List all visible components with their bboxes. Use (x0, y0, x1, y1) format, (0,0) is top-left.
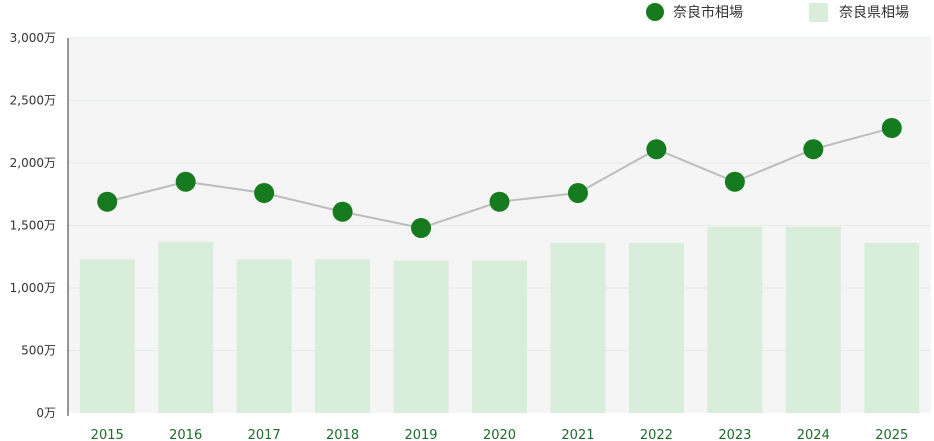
y-tick-label: 3,000万 (10, 31, 56, 45)
bar-2023 (707, 226, 763, 413)
legend-bar-label: 奈良県相場 (839, 5, 909, 21)
legend-line-marker (646, 3, 664, 21)
point-2022 (646, 139, 667, 160)
bar-2017 (236, 259, 292, 413)
point-2025 (881, 118, 902, 138)
bar-2020 (472, 260, 527, 413)
bar-2025 (864, 243, 920, 413)
x-tick-label: 2025 (875, 428, 908, 441)
point-2019 (411, 218, 432, 238)
bar-2015 (79, 259, 135, 413)
x-tick-label: 2024 (797, 428, 830, 441)
y-axis-ticks: 0万 500万 1,000万 1,500万 2,000万 2,500万 3,000万 (10, 31, 56, 420)
x-tick-label: 2015 (91, 428, 124, 441)
x-tick-label: 2021 (561, 428, 594, 441)
chart-legend: 奈良市相場 奈良県相場 (646, 3, 909, 22)
bar-2024 (785, 226, 841, 413)
bar-2016 (158, 241, 214, 413)
x-tick-label: 2018 (326, 428, 359, 441)
legend-bar-marker (809, 3, 828, 22)
x-axis-ticks: 2015 2016 2017 2018 2019 2020 2021 2022 2023 2024… (91, 428, 909, 441)
bar-2021 (550, 243, 606, 413)
point-2023 (724, 171, 745, 192)
bar-2022 (628, 243, 684, 413)
bar-2018 (315, 259, 371, 413)
y-tick-label: 2,000万 (10, 156, 56, 170)
point-2015 (97, 191, 118, 212)
point-2021 (567, 183, 588, 203)
point-2018 (332, 201, 353, 222)
bar-2019 (393, 260, 449, 413)
point-2020 (489, 191, 510, 212)
legend-line-label: 奈良市相場 (673, 4, 743, 21)
point-2016 (175, 171, 196, 192)
x-tick-label: 2023 (718, 428, 751, 441)
y-tick-label: 1,500万 (10, 219, 56, 233)
x-tick-label: 2020 (483, 428, 516, 441)
y-tick-label: 0万 (36, 406, 56, 420)
x-tick-label: 2022 (640, 428, 673, 441)
bar-series (79, 226, 920, 413)
y-tick-label: 500万 (21, 344, 56, 358)
point-2017 (254, 183, 275, 203)
line-series (97, 118, 902, 238)
y-tick-label: 1,000万 (10, 281, 56, 295)
point-2024 (803, 139, 824, 160)
x-tick-label: 2019 (404, 428, 437, 441)
y-tick-label: 2,500万 (10, 94, 56, 108)
x-tick-label: 2016 (169, 428, 202, 441)
x-tick-label: 2017 (248, 428, 281, 441)
